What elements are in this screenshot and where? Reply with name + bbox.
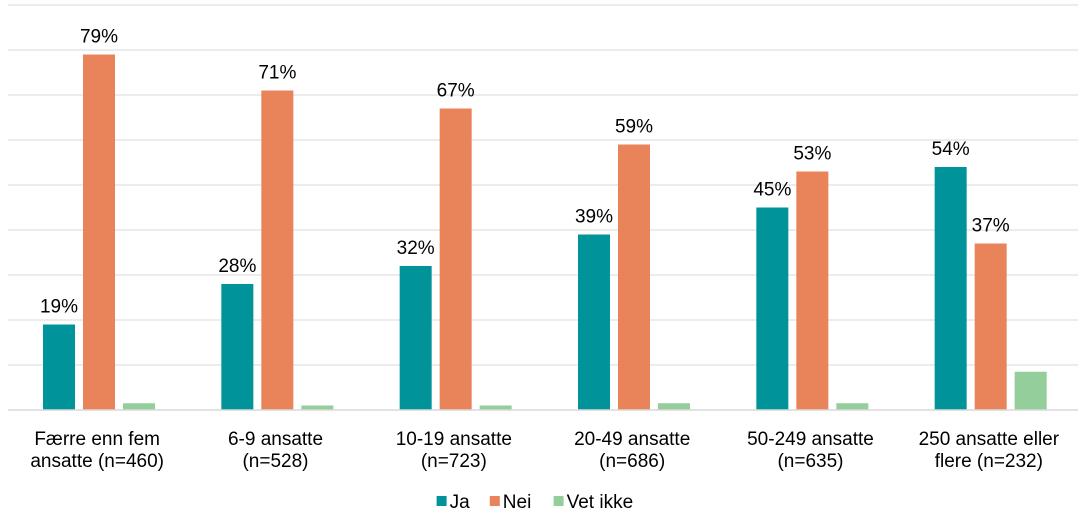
- data-label: 32%: [397, 238, 435, 259]
- bar-ja: [221, 284, 254, 410]
- legend-label: Ja: [450, 492, 471, 513]
- data-label: 67%: [437, 81, 475, 102]
- category-label: 250 ansatte eller flere (n=232): [919, 429, 1060, 472]
- bars: [43, 54, 1047, 410]
- bar-ja: [399, 266, 432, 410]
- data-label: 28%: [218, 256, 256, 277]
- data-label: 19%: [40, 297, 78, 318]
- bar-vet-ikke: [479, 405, 512, 410]
- bar-nei: [618, 144, 650, 410]
- bar-nei: [261, 90, 294, 410]
- data-label: 71%: [258, 63, 296, 84]
- bar-vet-ikke: [301, 405, 334, 410]
- bar-nei: [796, 171, 829, 410]
- legend-swatch: [436, 496, 447, 506]
- category-label: 50-249 ansatte (n=635): [747, 429, 874, 472]
- legend-swatch: [489, 496, 500, 506]
- bar-nei: [974, 243, 1007, 410]
- bar-ja: [934, 167, 967, 410]
- data-label: 37%: [972, 216, 1010, 237]
- bar-vet-ikke: [836, 403, 869, 410]
- legend-label: Vet ikke: [567, 492, 634, 513]
- value-labels: 19% 28% 32% 39% 45% 54% 79% 71% 67% 59% 53% 37%: [40, 27, 1010, 318]
- category-labels: Færre enn fem ansatte (n=460) 6-9 ansatte(…: [30, 429, 1059, 472]
- bar-ja: [756, 207, 789, 410]
- bar-ja: [578, 234, 610, 410]
- data-label: 39%: [575, 207, 613, 228]
- legend: Ja Nei Vet ikke: [436, 492, 634, 513]
- bar-ja: [43, 324, 75, 410]
- category-label: 10-19 ansatte (n=723): [396, 429, 512, 472]
- legend-swatch: [553, 496, 564, 506]
- bar-nei: [83, 54, 115, 410]
- data-label: 79%: [80, 27, 118, 48]
- legend-label: Nei: [503, 492, 532, 513]
- bar-nei: [439, 108, 472, 410]
- category-label: 20-49 ansatte (n=686): [574, 429, 690, 472]
- data-label: 54%: [932, 139, 970, 160]
- category-label: 6-9 ansatte (n=528): [228, 429, 323, 472]
- bar-vet-ikke: [123, 403, 155, 410]
- data-label: 59%: [615, 117, 653, 138]
- data-label: 45%: [753, 180, 791, 201]
- bar-vet-ikke: [1014, 371, 1047, 410]
- gridlines: [8, 4, 1078, 366]
- data-label: 53%: [793, 144, 831, 165]
- bar-vet-ikke: [658, 403, 690, 410]
- category-label: Færre enn fem ansatte (n=460): [30, 429, 164, 472]
